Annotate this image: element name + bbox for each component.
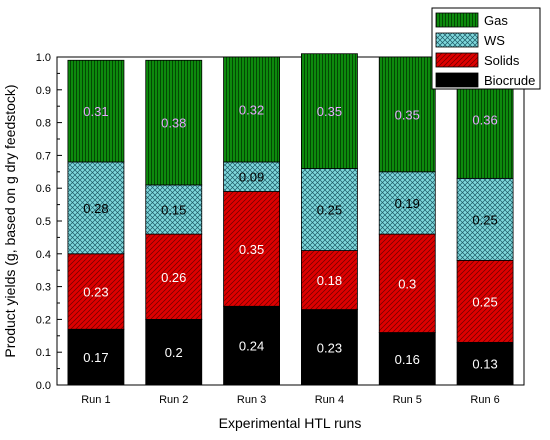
data-label-biocrude-run-4: 0.23 bbox=[317, 340, 342, 355]
bar-biocrude-run-5 bbox=[378, 332, 436, 386]
y-tick-label: 1.0 bbox=[36, 52, 51, 64]
legend-swatch-biocrude bbox=[435, 72, 479, 88]
data-label-gas-run-6: 0.36 bbox=[472, 112, 497, 127]
legend: Gas WS Solids Biocrude bbox=[431, 7, 541, 90]
bars-group: 0.17 0.23 0.28 0.31 0.2 0.26 0.15 0.38 0.24 0.35 0… bbox=[67, 53, 514, 386]
data-label-ws-run-3: 0.09 bbox=[239, 170, 264, 185]
bar-biocrude-run-2 bbox=[145, 318, 203, 386]
bar-gas-run-3 bbox=[223, 56, 280, 163]
data-label-biocrude-run-3: 0.24 bbox=[239, 339, 264, 354]
legend-label-ws: WS bbox=[484, 33, 505, 48]
bar-ws-run-4 bbox=[300, 168, 358, 251]
legend-label-biocrude: Biocrude bbox=[484, 73, 535, 88]
data-label-biocrude-run-6: 0.13 bbox=[472, 357, 497, 372]
data-label-biocrude-run-1: 0.17 bbox=[83, 350, 108, 365]
bar-solids-run-5 bbox=[378, 233, 436, 333]
data-label-biocrude-run-2: 0.2 bbox=[165, 345, 183, 360]
x-tick-label-run-5: Run 5 bbox=[393, 394, 422, 406]
data-label-ws-run-5: 0.19 bbox=[395, 196, 420, 211]
data-label-solids-run-6: 0.25 bbox=[472, 294, 497, 309]
data-label-ws-run-1: 0.28 bbox=[83, 201, 108, 216]
x-tick-label-run-1: Run 1 bbox=[81, 394, 110, 406]
bar-biocrude-run-1 bbox=[67, 328, 125, 386]
y-tick-label: 0.7 bbox=[36, 150, 51, 162]
bar-ws-run-3 bbox=[223, 161, 280, 192]
data-label-biocrude-run-5: 0.16 bbox=[395, 352, 420, 367]
bar-biocrude-run-6 bbox=[456, 341, 514, 386]
bar-ws-run-6 bbox=[456, 177, 514, 261]
bar-gas-run-2 bbox=[145, 59, 203, 186]
y-tick-label: 0.2 bbox=[36, 314, 51, 326]
legend-swatch-gas bbox=[435, 12, 479, 28]
data-label-solids-run-2: 0.26 bbox=[161, 270, 186, 285]
y-tick-label: 0.1 bbox=[36, 347, 51, 359]
data-label-gas-run-4: 0.35 bbox=[317, 104, 342, 119]
y-tick-label: 0.6 bbox=[36, 183, 51, 195]
bar-gas-run-1 bbox=[67, 59, 125, 163]
y-tick-label: 0.0 bbox=[36, 380, 51, 392]
data-label-ws-run-4: 0.25 bbox=[317, 203, 342, 218]
y-tick-label: 0.5 bbox=[36, 216, 51, 228]
bar-ws-run-5 bbox=[378, 171, 436, 235]
y-tick-label: 0.8 bbox=[36, 118, 51, 130]
data-label-gas-run-1: 0.31 bbox=[83, 104, 108, 119]
bar-solids-run-2 bbox=[145, 233, 203, 320]
legend-label-solids: Solids bbox=[484, 53, 520, 68]
data-label-gas-run-5: 0.35 bbox=[395, 107, 420, 122]
plot-frame bbox=[56, 56, 525, 386]
data-label-solids-run-3: 0.35 bbox=[239, 242, 264, 257]
data-label-solids-run-4: 0.18 bbox=[317, 273, 342, 288]
x-axis: Run 1 Run 2 Run 3 Run 4 Run 5 Run 6 bbox=[81, 380, 500, 406]
y-tick-label: 0.3 bbox=[36, 282, 51, 294]
x-tick-label-run-2: Run 2 bbox=[159, 394, 188, 406]
data-label-gas-run-3: 0.32 bbox=[239, 102, 264, 117]
legend-swatch-solids bbox=[435, 52, 479, 68]
bar-gas-run-4 bbox=[300, 53, 358, 169]
legend-swatch-ws bbox=[435, 32, 479, 48]
legend-label-gas: Gas bbox=[484, 13, 508, 28]
bar-gas-run-5 bbox=[378, 56, 436, 173]
data-label-gas-run-2: 0.38 bbox=[161, 116, 186, 131]
data-label-solids-run-1: 0.23 bbox=[83, 285, 108, 300]
data-label-solids-run-5: 0.3 bbox=[398, 276, 416, 291]
x-tick-label-run-3: Run 3 bbox=[237, 394, 266, 406]
x-tick-label-run-4: Run 4 bbox=[315, 394, 344, 406]
bar-solids-run-3 bbox=[223, 191, 280, 307]
bar-ws-run-2 bbox=[145, 184, 203, 235]
data-label-ws-run-2: 0.15 bbox=[161, 203, 186, 218]
x-axis-title: Experimental HTL runs bbox=[219, 415, 362, 431]
bar-solids-run-1 bbox=[67, 253, 125, 330]
data-label-ws-run-6: 0.25 bbox=[472, 212, 497, 227]
y-tick-label: 0.4 bbox=[36, 249, 51, 261]
y-axis: 0.0 0.1 0.2 0.3 0.4 0.5 0.6 0.7 0.8 0.9 1.0 bbox=[36, 52, 62, 392]
x-tick-label-run-6: Run 6 bbox=[470, 394, 499, 406]
bar-biocrude-run-4 bbox=[300, 309, 358, 386]
y-axis-title: Product yields (g, based on g dry feedst… bbox=[2, 84, 18, 357]
y-tick-label: 0.9 bbox=[36, 85, 51, 97]
